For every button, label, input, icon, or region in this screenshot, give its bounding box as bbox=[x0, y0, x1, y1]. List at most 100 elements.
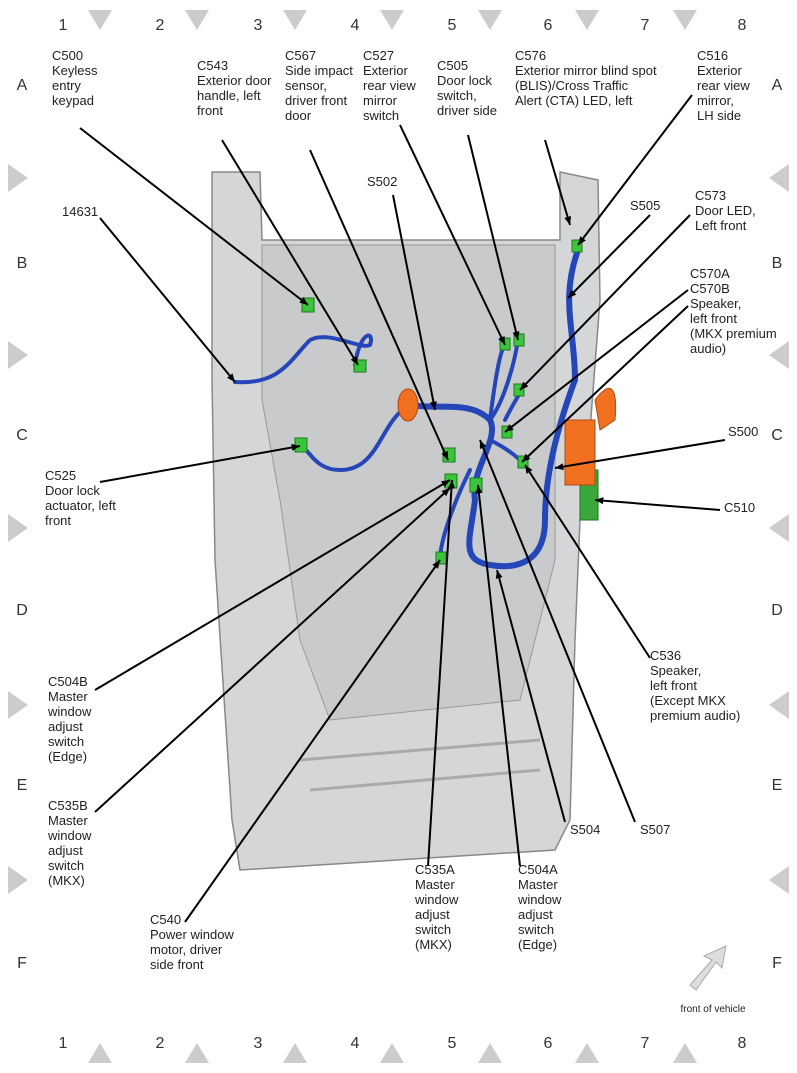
leader-line bbox=[94, 487, 451, 813]
callout-line: switch bbox=[48, 858, 84, 873]
row-label: A bbox=[772, 77, 783, 94]
callout-line: Door lock bbox=[437, 73, 492, 88]
column-label: 6 bbox=[544, 17, 553, 34]
callout-line: C576 bbox=[515, 48, 546, 63]
arrowhead bbox=[520, 381, 529, 390]
arrowhead bbox=[441, 451, 448, 460]
arrowhead bbox=[227, 373, 235, 382]
row-label: B bbox=[17, 255, 28, 272]
callout-line: sensor, bbox=[285, 78, 327, 93]
grid-marker bbox=[673, 1043, 697, 1063]
callout-line: Master bbox=[415, 877, 455, 892]
row-label: D bbox=[16, 602, 28, 619]
callout-line: Left front bbox=[695, 218, 747, 233]
arrowhead bbox=[568, 289, 577, 298]
grid-marker bbox=[8, 691, 28, 719]
callout-line: Power window bbox=[150, 927, 234, 942]
callout-line: C570A bbox=[690, 266, 730, 281]
leader-line bbox=[504, 289, 689, 433]
leader-line bbox=[521, 305, 689, 463]
callout-line: C510 bbox=[724, 500, 755, 515]
callout-line: C504B bbox=[48, 674, 88, 689]
callout-line: window bbox=[517, 892, 562, 907]
callout-label: C536 Speaker, left front (Except MKX premium… bbox=[650, 648, 740, 723]
callout-line: Side impact bbox=[285, 63, 353, 78]
column-label: 7 bbox=[641, 17, 650, 34]
column-label: 8 bbox=[738, 1035, 747, 1052]
callout-line: (Edge) bbox=[48, 749, 87, 764]
callout-line: Exterior door bbox=[197, 73, 272, 88]
grid-marker bbox=[769, 514, 789, 542]
arrowhead bbox=[432, 560, 440, 569]
callout-line: adjust bbox=[48, 843, 83, 858]
callout-line: side front bbox=[150, 957, 204, 972]
grid-marker bbox=[575, 1043, 599, 1063]
grid-marker bbox=[185, 1043, 209, 1063]
arrowhead bbox=[498, 336, 505, 345]
callout-line: C500 bbox=[52, 48, 83, 63]
callout-label: C504A Master window adjust switch (Edge) bbox=[517, 862, 562, 952]
callout-line: S504 bbox=[570, 822, 600, 837]
callout-line: Door lock bbox=[45, 483, 100, 498]
leader-line bbox=[577, 94, 693, 246]
grid-marker bbox=[769, 691, 789, 719]
callout-line: Door LED, bbox=[695, 203, 756, 218]
callout-line: handle, left bbox=[197, 88, 261, 103]
column-label: 2 bbox=[156, 1035, 165, 1052]
leader-line bbox=[221, 139, 359, 366]
callout-label: 14631 bbox=[62, 204, 98, 219]
callout-label: C525 Door lock actuator, left front bbox=[45, 468, 116, 528]
leader-line bbox=[184, 559, 441, 923]
callout-label: C535B Master window adjust switch (MKX) bbox=[47, 798, 92, 888]
callout-line: switch bbox=[363, 108, 399, 123]
leader-line bbox=[594, 499, 721, 511]
callout-line: Exterior mirror blind spot bbox=[515, 63, 657, 78]
grid-marker bbox=[478, 10, 502, 30]
callout-line: premium audio) bbox=[650, 708, 740, 723]
column-label: 2 bbox=[156, 17, 165, 34]
callout-label: S507 bbox=[640, 822, 670, 837]
row-label: E bbox=[772, 777, 783, 794]
column-label: 3 bbox=[254, 17, 263, 34]
callout-line: driver side bbox=[437, 103, 497, 118]
callout-line: Master bbox=[48, 813, 88, 828]
leader-line bbox=[524, 464, 651, 659]
grid-marker bbox=[88, 10, 112, 30]
callout-line: window bbox=[47, 704, 92, 719]
callout-line: switch, bbox=[437, 88, 477, 103]
callout-line: Speaker, bbox=[650, 663, 701, 678]
callout-line: (Edge) bbox=[518, 937, 557, 952]
grid-marker bbox=[673, 10, 697, 30]
callout-line: LH side bbox=[697, 108, 741, 123]
leader-line bbox=[399, 124, 506, 346]
callout-label: C504B Master window adjust switch (Edge) bbox=[47, 674, 92, 764]
callout-label: C516 Exterior rear view mirror, LH side bbox=[697, 48, 750, 123]
callout-line: C540 bbox=[150, 912, 181, 927]
leader-line bbox=[94, 479, 451, 691]
grid-marker bbox=[283, 10, 307, 30]
leader-line bbox=[427, 479, 453, 867]
callout-line: Master bbox=[518, 877, 558, 892]
callout-label: C500 Keyless entry keypad bbox=[52, 48, 98, 108]
grid-marker bbox=[575, 10, 599, 30]
callout-label: S505 bbox=[630, 198, 660, 213]
grid-marker bbox=[283, 1043, 307, 1063]
column-label: 7 bbox=[641, 1035, 650, 1052]
callout-line: S505 bbox=[630, 198, 660, 213]
callout-line: Keyless bbox=[52, 63, 98, 78]
leader-line bbox=[467, 134, 519, 341]
grid-marker bbox=[769, 164, 789, 192]
callout-line: Exterior bbox=[363, 63, 408, 78]
callout-line: left front bbox=[690, 311, 737, 326]
column-label: 8 bbox=[738, 17, 747, 34]
callout-line: rear view bbox=[363, 78, 416, 93]
column-label: 4 bbox=[351, 17, 360, 34]
callout-line: S502 bbox=[367, 174, 397, 189]
grid-marker bbox=[380, 10, 404, 30]
grid-marker bbox=[8, 164, 28, 192]
arrowhead bbox=[475, 485, 483, 494]
callout-label: S500 bbox=[728, 424, 758, 439]
callout-line: C535A bbox=[415, 862, 455, 877]
column-label: 3 bbox=[254, 1035, 263, 1052]
row-label: E bbox=[17, 777, 28, 794]
